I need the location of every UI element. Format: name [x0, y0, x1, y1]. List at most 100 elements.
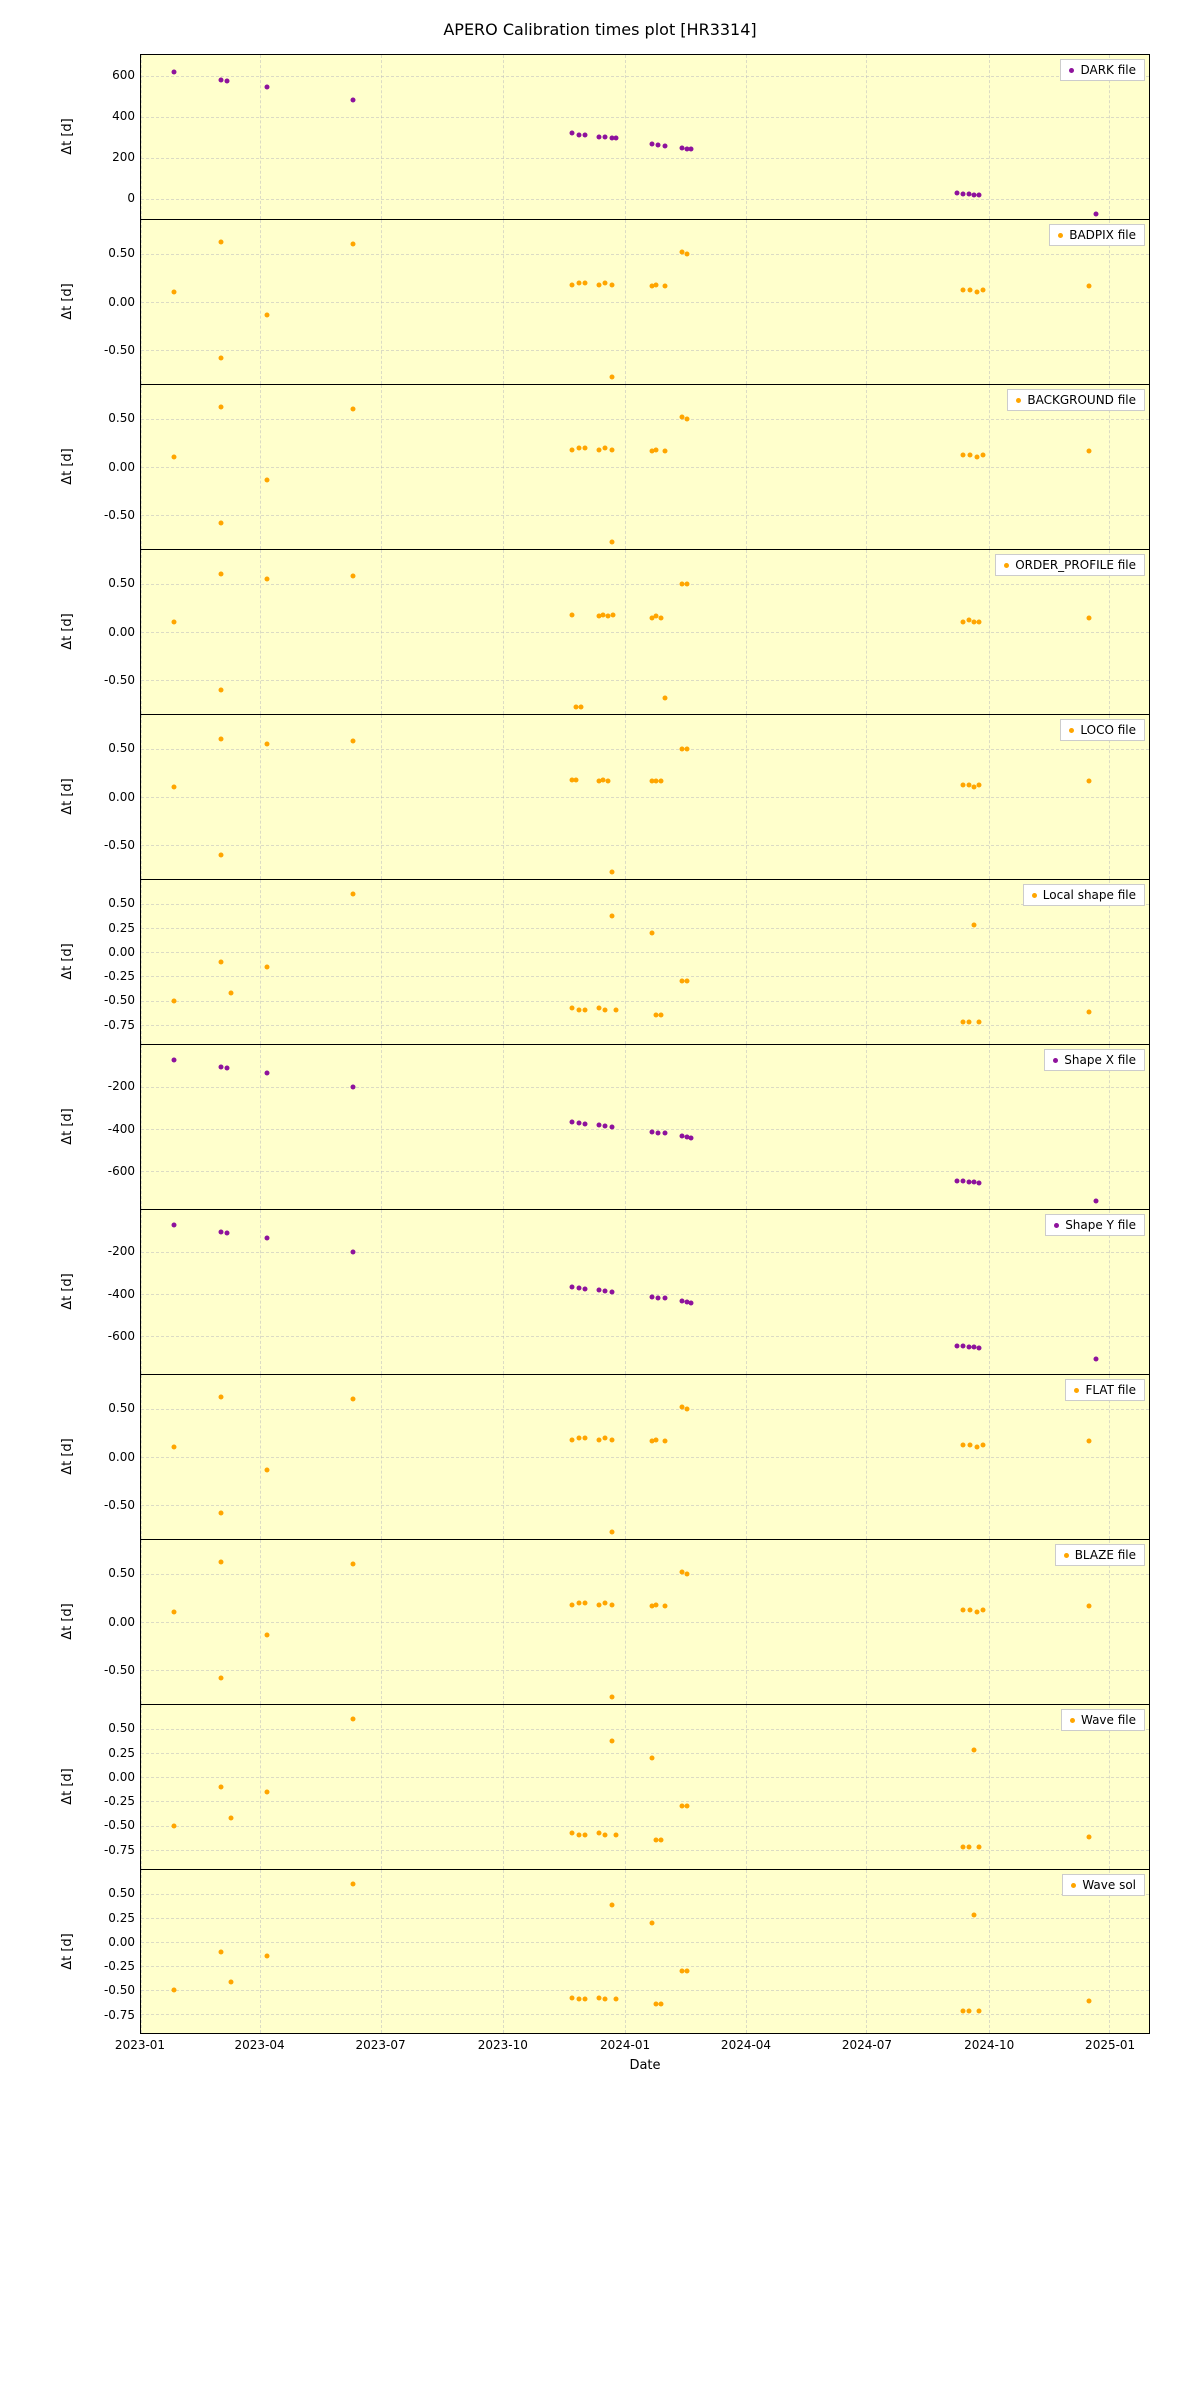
data-point [977, 620, 982, 625]
data-point [961, 620, 966, 625]
legend: DARK file [1060, 59, 1145, 81]
y-axis-label: Δt [d] [50, 714, 85, 879]
data-point [609, 1289, 614, 1294]
data-point [570, 1284, 575, 1289]
legend-label: FLAT file [1085, 1383, 1136, 1397]
data-point [966, 783, 971, 788]
data-point [218, 240, 223, 245]
x-axis: 2023-012023-042023-072023-102024-012024-… [140, 2034, 1150, 2074]
data-point [653, 2002, 658, 2007]
data-point [1087, 1438, 1092, 1443]
data-point [596, 1602, 601, 1607]
data-point [603, 1600, 608, 1605]
panel-dark: Δt [d]0200400600DARK file [50, 54, 1150, 219]
data-point [971, 1345, 976, 1350]
data-point [680, 249, 685, 254]
data-point [218, 737, 223, 742]
data-point [961, 288, 966, 293]
legend: Shape X file [1044, 1049, 1145, 1071]
data-point [649, 1920, 654, 1925]
data-point [218, 520, 223, 525]
data-point [680, 1299, 685, 1304]
data-point [1093, 1357, 1098, 1362]
x-tick-label: 2025-01 [1085, 2038, 1135, 2052]
panel-flat: Δt [d]-0.500.000.50FLAT file [50, 1374, 1150, 1539]
data-point [685, 1804, 690, 1809]
data-point [229, 1980, 234, 1985]
legend: FLAT file [1065, 1379, 1145, 1401]
data-point [172, 998, 177, 1003]
data-point [583, 1833, 588, 1838]
data-point [1093, 1198, 1098, 1203]
data-point [954, 191, 959, 196]
data-point [603, 1435, 608, 1440]
data-point [974, 1445, 979, 1450]
y-axis-label: Δt [d] [50, 549, 85, 714]
data-point [966, 1019, 971, 1024]
data-point [1087, 1999, 1092, 2004]
data-point [977, 1180, 982, 1185]
x-tick-label: 2024-04 [721, 2038, 771, 2052]
data-point [971, 785, 976, 790]
data-point [218, 355, 223, 360]
data-point [600, 777, 605, 782]
plot-area: ORDER_PROFILE file [140, 549, 1150, 714]
data-point [603, 1008, 608, 1013]
data-point [596, 1123, 601, 1128]
plot-area: DARK file [140, 54, 1150, 219]
y-axis-label: Δt [d] [50, 384, 85, 549]
data-point [680, 146, 685, 151]
y-tick-labels: -0.500.000.50 [85, 384, 140, 549]
plot-area: Wave sol [140, 1869, 1150, 2034]
data-point [974, 455, 979, 460]
data-point [653, 778, 658, 783]
data-point [218, 1785, 223, 1790]
data-point [1087, 448, 1092, 453]
y-axis-label: Δt [d] [50, 54, 85, 219]
data-point [685, 1571, 690, 1576]
data-point [609, 1602, 614, 1607]
data-point [172, 1445, 177, 1450]
data-point [954, 1178, 959, 1183]
data-point [576, 280, 581, 285]
data-point [1093, 212, 1098, 217]
data-point [658, 2002, 663, 2007]
data-point [583, 1121, 588, 1126]
x-tick-label: 2023-07 [355, 2038, 405, 2052]
legend: BLAZE file [1055, 1544, 1145, 1566]
data-point [1087, 283, 1092, 288]
data-point [609, 1903, 614, 1908]
data-point [967, 288, 972, 293]
data-point [662, 1131, 667, 1136]
data-point [218, 1675, 223, 1680]
legend-label: BLAZE file [1075, 1548, 1136, 1562]
data-point [680, 1569, 685, 1574]
data-point [583, 1008, 588, 1013]
data-point [954, 1343, 959, 1348]
data-point [653, 1437, 658, 1442]
data-point [967, 453, 972, 458]
data-point [600, 612, 605, 617]
legend: BADPIX file [1049, 224, 1145, 246]
data-point [1087, 1010, 1092, 1015]
data-point [662, 1438, 667, 1443]
data-point [596, 1437, 601, 1442]
data-point [658, 615, 663, 620]
data-point [662, 1296, 667, 1301]
y-axis-label: Δt [d] [50, 219, 85, 384]
x-tick-label: 2024-10 [964, 2038, 1014, 2052]
y-tick-labels: -600-400-200 [85, 1044, 140, 1209]
data-point [971, 923, 976, 928]
data-point [576, 445, 581, 450]
x-tick-label: 2023-10 [478, 2038, 528, 2052]
legend-label: LOCO file [1080, 723, 1136, 737]
data-point [579, 705, 584, 710]
data-point [351, 1250, 356, 1255]
data-point [351, 1882, 356, 1887]
legend-marker [1054, 1223, 1059, 1228]
data-point [689, 147, 694, 152]
data-point [351, 242, 356, 247]
data-point [225, 1230, 230, 1235]
data-point [265, 964, 270, 969]
data-point [596, 282, 601, 287]
